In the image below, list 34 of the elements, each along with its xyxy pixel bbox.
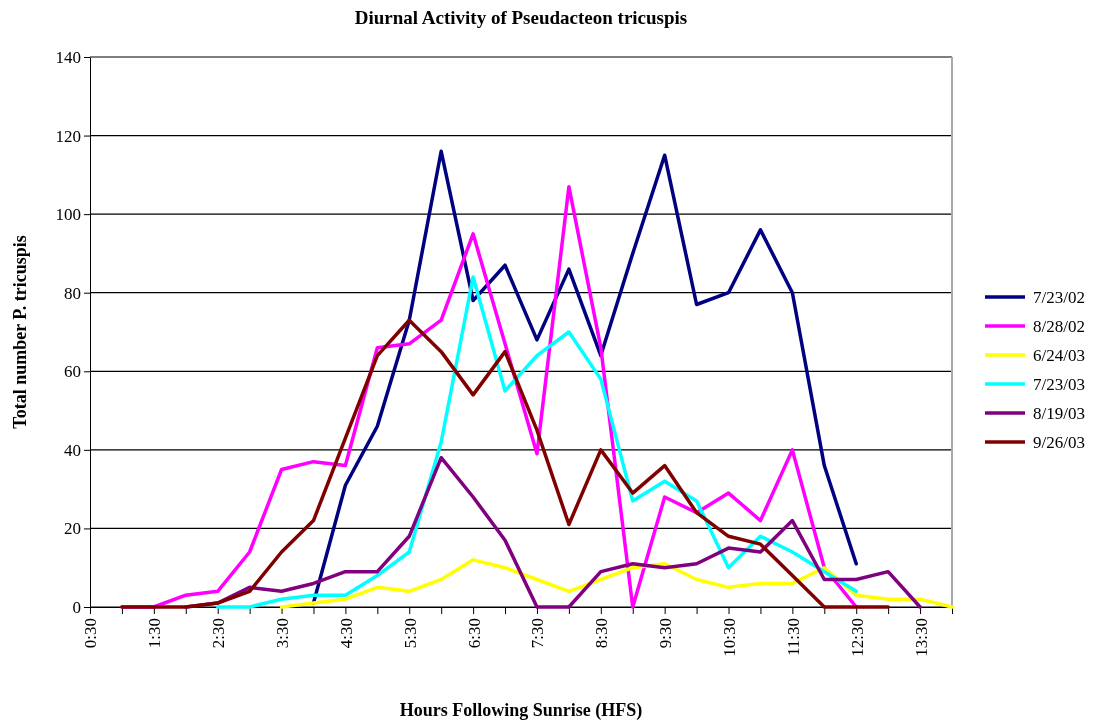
- y-tick-label: 60: [64, 362, 81, 382]
- x-tick-label: 8:30: [592, 618, 612, 649]
- y-tick-label: 100: [55, 205, 81, 225]
- x-tick-label: 4:30: [336, 618, 356, 649]
- legend-label: 8/28/02: [1033, 316, 1085, 336]
- y-tick-label: 120: [55, 126, 81, 146]
- y-tick-label: 80: [64, 283, 81, 303]
- x-tick-label: 7:30: [528, 618, 548, 649]
- x-tick-label: 2:30: [209, 618, 229, 649]
- chart-title: Diurnal Activity of Pseudacteon tricuspis: [354, 7, 688, 28]
- y-tick-label: 40: [64, 440, 81, 460]
- y-tick-label: 20: [64, 519, 81, 539]
- x-tick-label: 0:30: [81, 618, 101, 649]
- legend-label: 7/23/02: [1033, 287, 1085, 307]
- line-series: [279, 558, 954, 609]
- line-series: [120, 318, 890, 609]
- x-tick-label: 11:30: [783, 618, 803, 657]
- x-tick-label: 10:30: [719, 618, 739, 657]
- x-tick-label: 3:30: [273, 618, 293, 649]
- x-tick-label: 1:30: [145, 618, 165, 649]
- x-axis-title: Hours Following Sunrise (HFS): [399, 700, 643, 721]
- x-tick-label: 12:30: [847, 618, 867, 657]
- x-tick-label: 13:30: [911, 618, 931, 657]
- line-series: [215, 275, 858, 609]
- legend-label: 9/26/03: [1033, 432, 1085, 452]
- legend-label: 7/23/03: [1033, 374, 1085, 394]
- y-axis-title: Total number P. tricuspis: [10, 235, 30, 429]
- y-tick-label: 140: [55, 47, 81, 67]
- x-tick-label: 5:30: [400, 618, 420, 649]
- y-tick-label: 0: [72, 597, 81, 617]
- legend-label: 8/19/03: [1033, 403, 1085, 423]
- legend-label: 6/24/03: [1033, 345, 1085, 365]
- x-tick-label: 9:30: [656, 618, 676, 649]
- x-tick-label: 6:30: [464, 618, 484, 649]
